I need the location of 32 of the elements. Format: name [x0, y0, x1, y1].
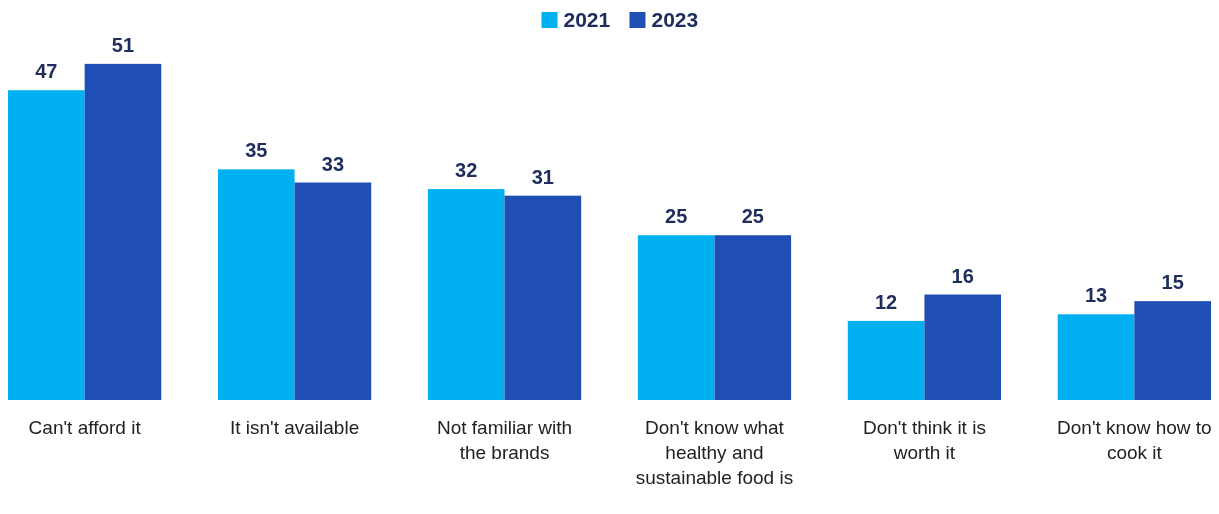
- legend-label: 2021: [563, 8, 611, 31]
- x-tick-label: Don't think it is worth it: [862, 417, 986, 463]
- data-label: 15: [1161, 271, 1184, 294]
- data-label: 31: [531, 165, 554, 188]
- bar: [637, 235, 715, 400]
- bar: [217, 169, 295, 400]
- bar: [924, 294, 1002, 400]
- data-label: 51: [111, 33, 135, 56]
- data-label: 33: [321, 152, 345, 175]
- data-label: 32: [455, 159, 478, 182]
- data-label: 25: [665, 205, 688, 228]
- data-label: 13: [1084, 284, 1108, 307]
- bar: [294, 182, 372, 400]
- bar: [1134, 301, 1211, 400]
- x-tick-label: Not familiar with the brands: [436, 417, 573, 463]
- x-tick-label: Don't know how to cook it: [1057, 417, 1212, 463]
- bar: [427, 189, 505, 400]
- bar: [847, 320, 925, 400]
- x-tick-label: Can't afford it: [28, 417, 142, 438]
- bar: [8, 90, 85, 400]
- data-label: 25: [741, 205, 764, 228]
- x-tick-label: It isn't available: [229, 417, 360, 438]
- data-label: 12: [874, 290, 898, 313]
- bar: [84, 63, 162, 400]
- legend-label: 2023: [651, 8, 699, 31]
- bar: [504, 195, 582, 400]
- data-label: 47: [35, 60, 58, 83]
- data-label: 16: [951, 264, 974, 287]
- data-label: 35: [245, 139, 268, 162]
- bar: [1057, 314, 1135, 400]
- bar: [714, 235, 792, 400]
- x-tick-label: Don't know what healthy and sustainable food is: [635, 417, 794, 488]
